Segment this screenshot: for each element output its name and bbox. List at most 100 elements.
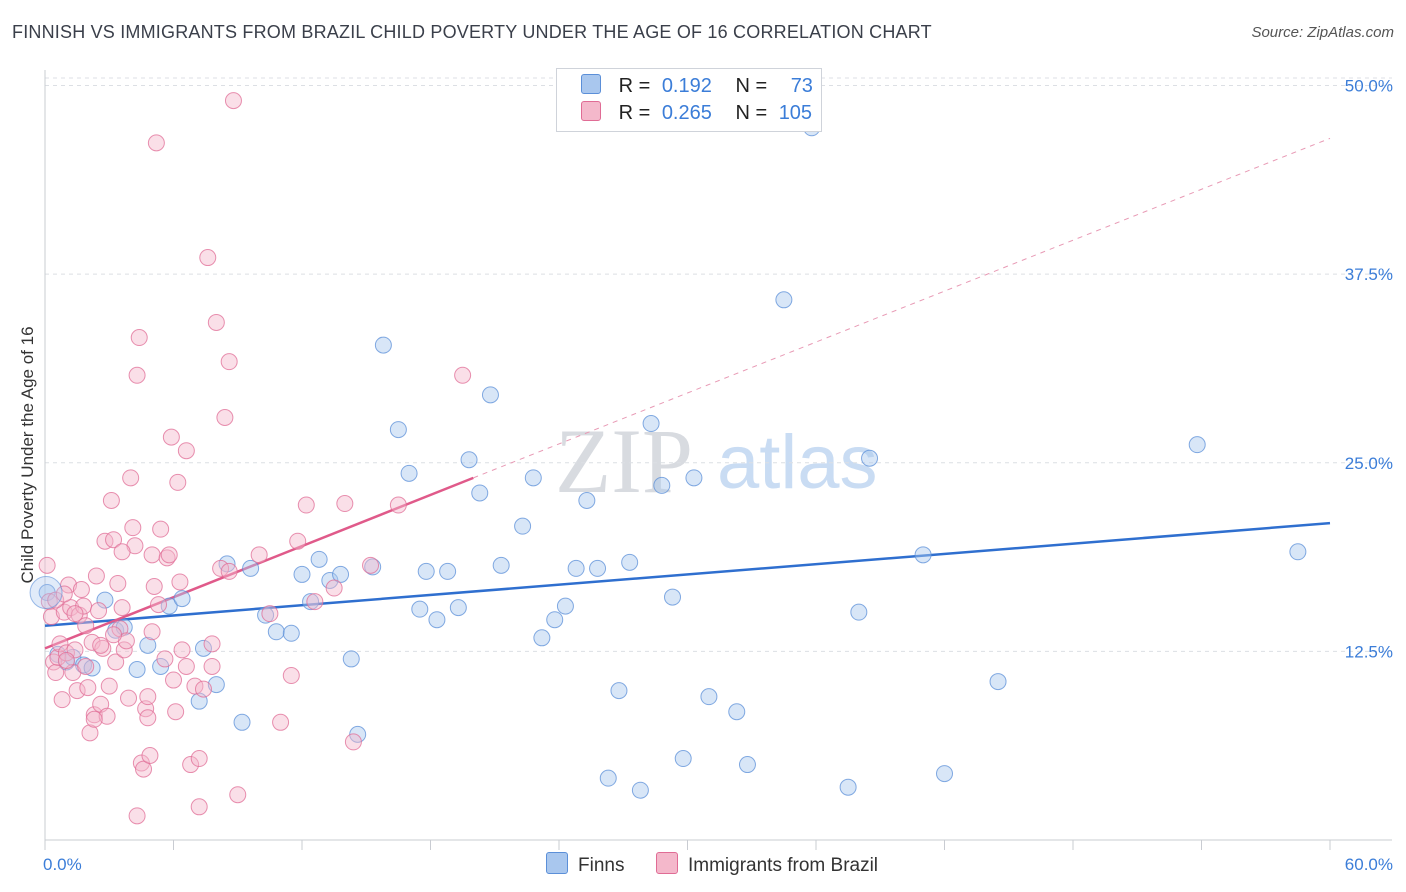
brazil-point [77, 617, 95, 635]
brazil-point [92, 636, 110, 654]
trend-lines [44, 137, 1331, 650]
finns-point [332, 565, 350, 583]
y-tick-label: 25.0% [1345, 454, 1393, 473]
finns-point [492, 556, 510, 574]
finns-point [194, 639, 212, 657]
brazil-point [147, 134, 165, 152]
brazil-point [51, 635, 69, 653]
finns-point [128, 660, 146, 678]
brazil-point [122, 469, 140, 487]
finns-point [139, 636, 157, 654]
brazil-point [102, 491, 120, 509]
finns-point [242, 559, 260, 577]
brazil-point [162, 428, 180, 446]
brazil-point [128, 366, 146, 384]
finns-point [282, 624, 300, 642]
finns-point [374, 336, 392, 354]
brazil-point [105, 531, 123, 549]
finns-n-value: 73 [790, 75, 813, 97]
brazil-point [42, 608, 60, 626]
brazil-point [306, 593, 324, 611]
finns-point [839, 778, 857, 796]
finns-point [481, 386, 499, 404]
finns-point [411, 600, 429, 618]
brazil-point [169, 473, 187, 491]
brazil-point [128, 807, 146, 825]
finns-point [685, 469, 703, 487]
source-label: Source: ZipAtlas.com [1251, 24, 1394, 41]
finns-point [96, 591, 114, 609]
brazil-point [156, 650, 174, 668]
brazil-point [203, 657, 221, 675]
brazil-point [105, 626, 123, 644]
brazil-point [336, 495, 354, 513]
brazil-point [272, 713, 290, 731]
watermark: ZIP atlas [555, 410, 878, 512]
finns-point [674, 750, 692, 768]
legend-row-finns: R = 0.192 N = 73 [581, 74, 813, 100]
brazil-point [96, 532, 114, 550]
brazil-point [158, 549, 176, 567]
brazil-point [171, 573, 189, 591]
chart-title: FINNISH VS IMMIGRANTS FROM BRAZIL CHILD … [12, 22, 932, 42]
finns-swatch [581, 74, 601, 94]
finns-legend-swatch [546, 852, 568, 874]
brazil-point [220, 562, 238, 580]
finns-point-large [29, 576, 63, 610]
brazil-point [47, 664, 65, 682]
brazil-point [120, 689, 138, 707]
brazil-point [38, 556, 56, 574]
brazil-legend-swatch [656, 852, 678, 874]
brazil-point [454, 366, 472, 384]
finns-point [460, 451, 478, 469]
finns-point [389, 421, 407, 439]
finns-point [556, 597, 574, 615]
finns-point [471, 484, 489, 502]
finns-point [207, 676, 225, 694]
finns-point [621, 553, 639, 571]
brazil-point [81, 724, 99, 742]
brazil-point [124, 519, 142, 537]
finns-point [589, 559, 607, 577]
brazil-point [297, 496, 315, 514]
brazil-point [98, 707, 116, 725]
watermark-zip: ZIP [555, 410, 693, 512]
brazil-point [79, 679, 97, 697]
brazil-point [289, 532, 307, 550]
brazil-point [282, 667, 300, 685]
brazil-point [250, 546, 268, 564]
brazil-point [143, 623, 161, 641]
finns-point [700, 688, 718, 706]
brazil-r-value: 0.265 [661, 102, 712, 124]
brazil-point [87, 567, 105, 585]
brazil-point [47, 591, 65, 609]
finns-point [83, 659, 101, 677]
finns-point [417, 562, 435, 580]
x-tick-label-max: 60.0% [1345, 855, 1393, 874]
finns-point [233, 713, 251, 731]
brazil-point [344, 733, 362, 751]
brazil-point [362, 556, 380, 574]
finns-r-label: R = [618, 75, 651, 97]
brazil-point [145, 578, 163, 596]
finns-point [861, 449, 879, 467]
brazil-point [160, 546, 178, 564]
finns-point [514, 517, 532, 535]
finns-point [342, 650, 360, 668]
brazil-point [55, 585, 73, 603]
brazil-point [90, 602, 108, 620]
finns-point [578, 491, 596, 509]
brazil-point [68, 682, 86, 700]
brazil-point [139, 688, 157, 706]
finns-point [567, 559, 585, 577]
brazil-point [207, 313, 225, 331]
brazil-point [72, 581, 90, 599]
finns-point [664, 588, 682, 606]
finns-point [428, 611, 446, 629]
brazil-point [261, 605, 279, 623]
brazil-point [216, 409, 234, 427]
finns-point [642, 415, 660, 433]
y-tick-label: 37.5% [1345, 265, 1393, 284]
bottom-legend-finns: Finns [546, 852, 624, 877]
